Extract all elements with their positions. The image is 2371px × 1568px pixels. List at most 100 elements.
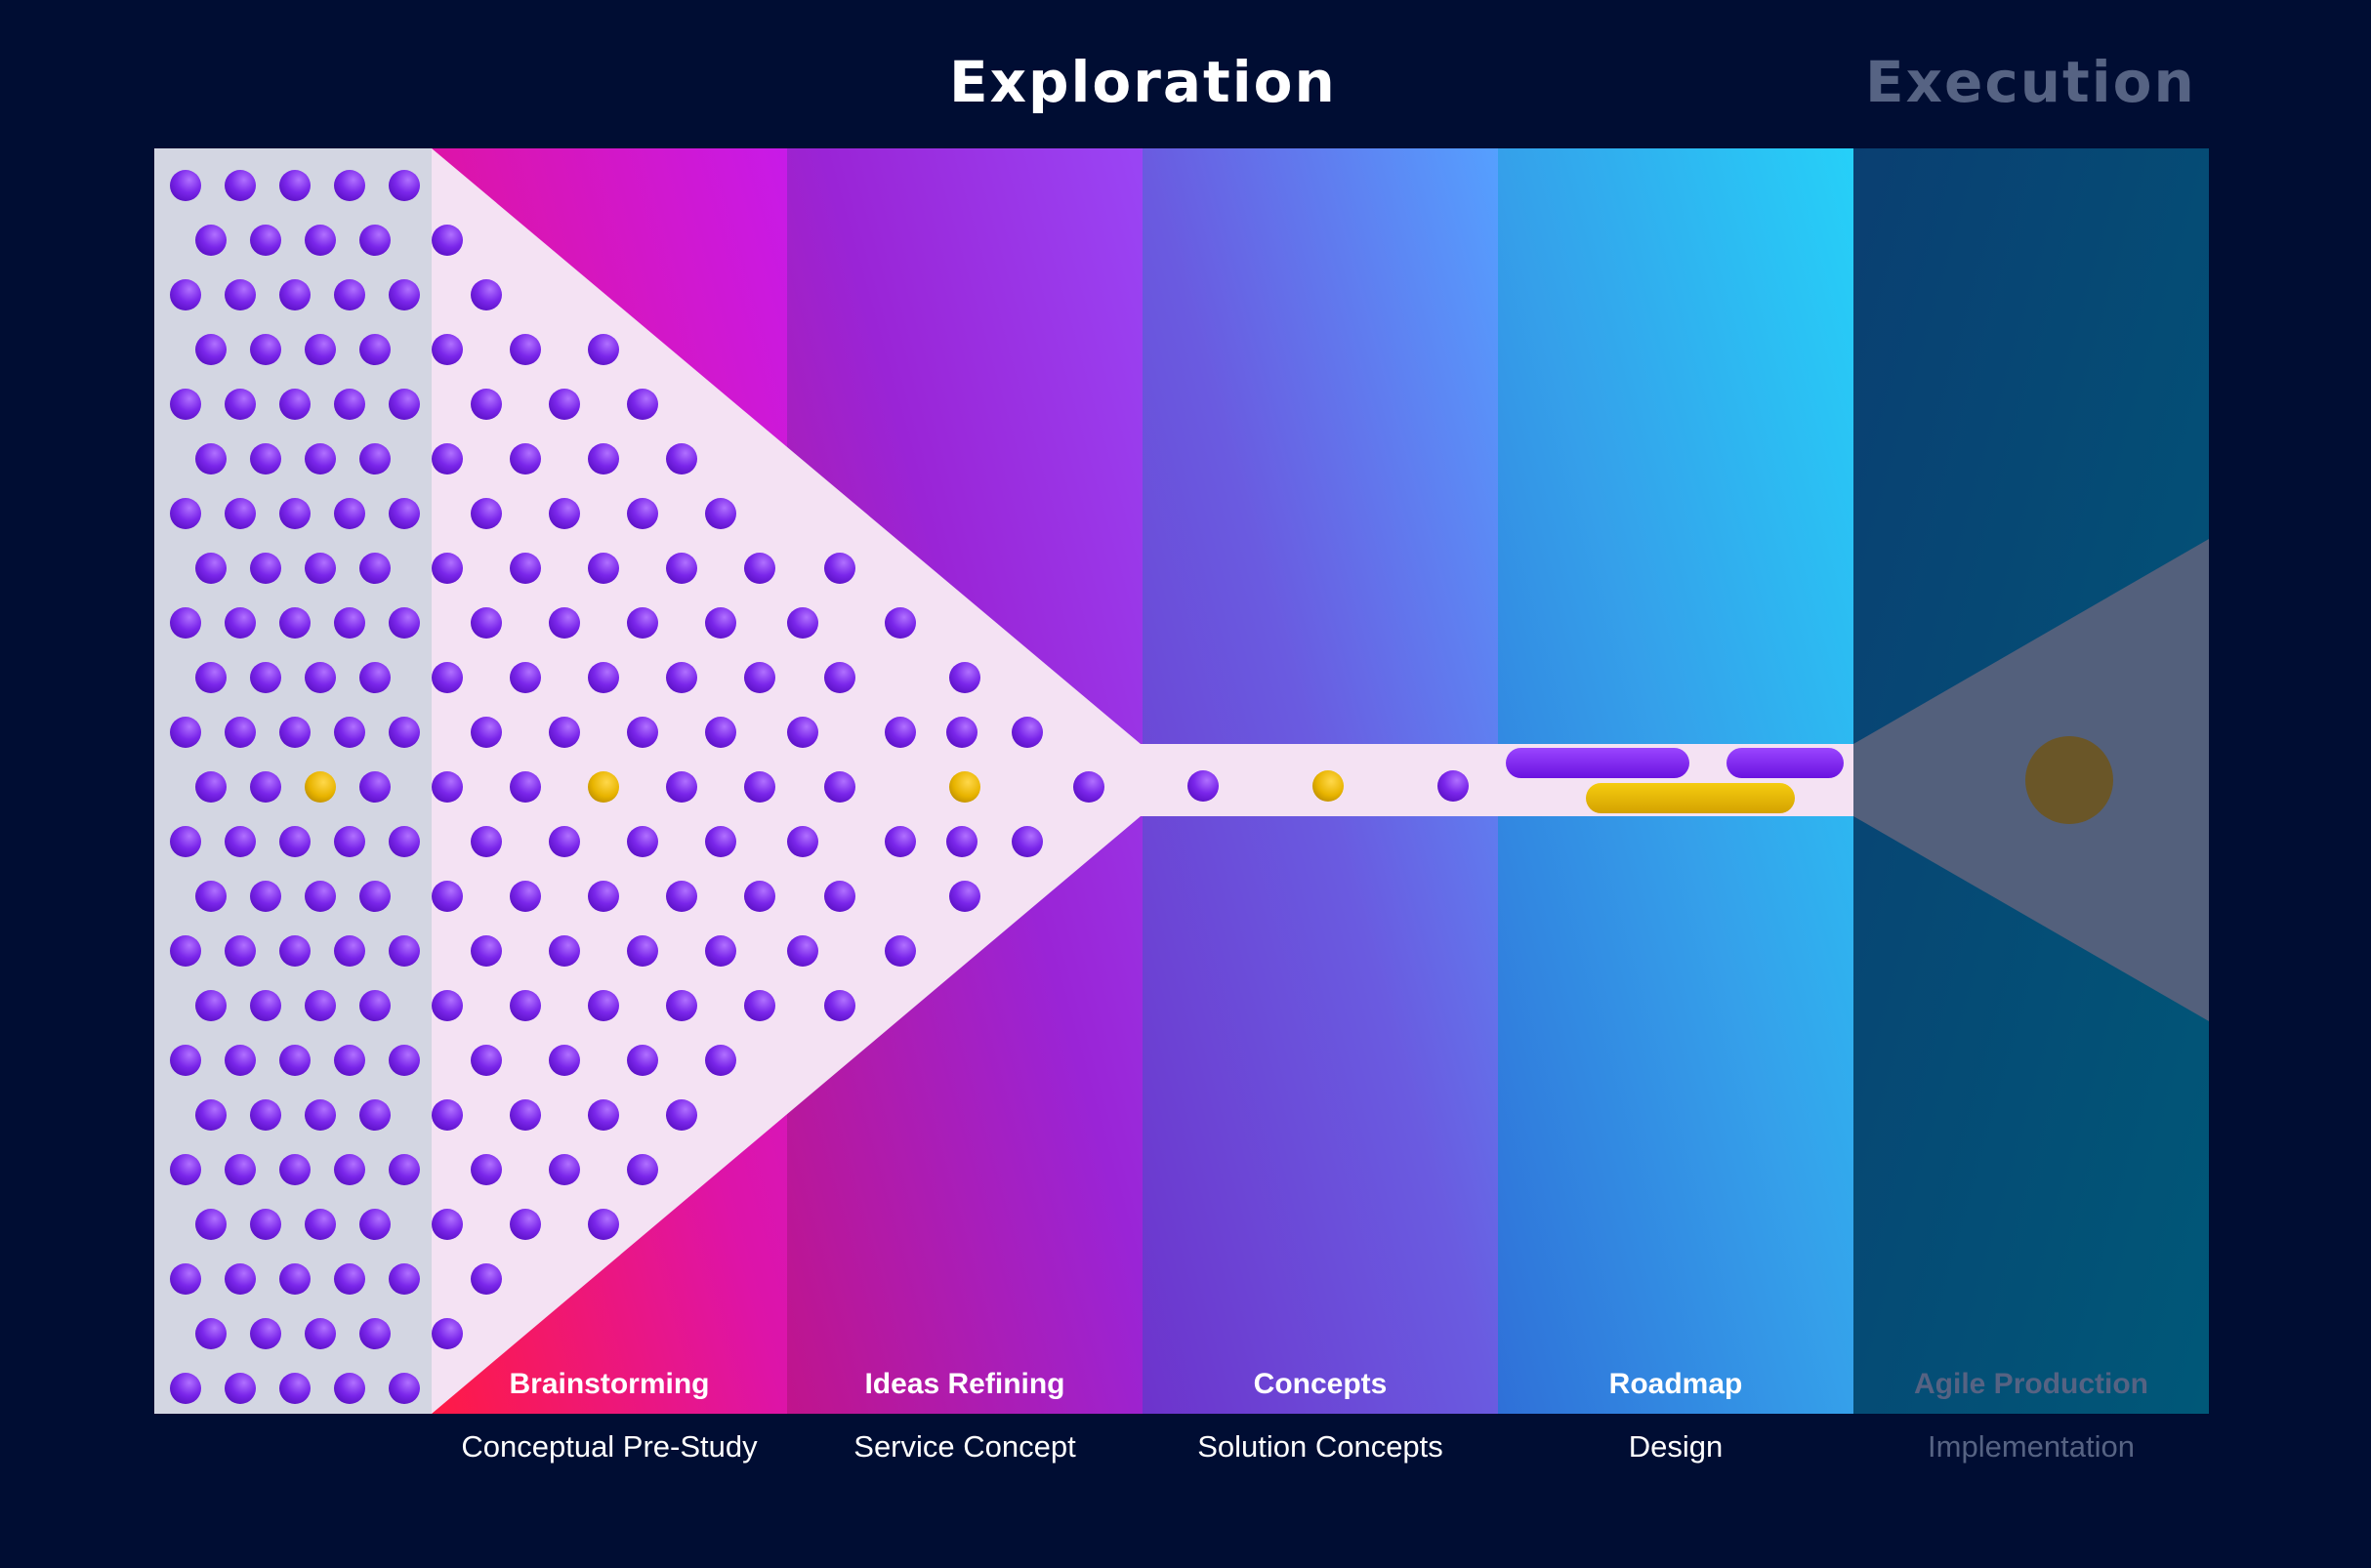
idea-dot xyxy=(787,826,818,857)
idea-dot xyxy=(1012,826,1043,857)
idea-dot xyxy=(250,881,281,912)
idea-dot xyxy=(432,1318,463,1349)
idea-dot xyxy=(744,881,775,912)
idea-dot xyxy=(432,881,463,912)
idea-dot xyxy=(170,1045,201,1076)
idea-dot xyxy=(250,553,281,584)
idea-dot xyxy=(510,1099,541,1131)
idea-dot xyxy=(744,990,775,1021)
idea-dot xyxy=(432,1209,463,1240)
idea-dot xyxy=(787,717,818,748)
idea-dot xyxy=(305,553,336,584)
idea-dot xyxy=(170,826,201,857)
idea-dot xyxy=(588,1209,619,1240)
idea-dot xyxy=(225,717,256,748)
stage-label-brainstorming: Brainstorming xyxy=(509,1368,710,1400)
idea-dot xyxy=(195,334,227,365)
idea-dot xyxy=(279,826,311,857)
idea-dot xyxy=(359,553,391,584)
idea-dot xyxy=(471,935,502,967)
idea-dot xyxy=(627,717,658,748)
idea-dot xyxy=(170,1154,201,1185)
idea-dot xyxy=(588,334,619,365)
idea-dot xyxy=(279,935,311,967)
idea-dot xyxy=(195,662,227,693)
idea-dot xyxy=(744,662,775,693)
idea-dot xyxy=(359,1318,391,1349)
idea-dot xyxy=(279,1263,311,1295)
idea-dot xyxy=(225,1373,256,1404)
stage-label-agile-production: Agile Production xyxy=(1914,1368,2148,1400)
idea-dot xyxy=(250,1209,281,1240)
idea-dot xyxy=(627,1154,658,1185)
idea-dot xyxy=(195,990,227,1021)
idea-dot xyxy=(389,826,420,857)
idea-dot xyxy=(824,553,855,584)
idea-dot xyxy=(666,771,697,803)
idea-dot xyxy=(787,607,818,639)
idea-dot xyxy=(471,498,502,529)
idea-dot xyxy=(250,334,281,365)
idea-dot xyxy=(510,662,541,693)
idea-dot xyxy=(471,1263,502,1295)
idea-dot xyxy=(1437,770,1469,802)
idea-dot xyxy=(334,1373,365,1404)
idea-dot xyxy=(627,826,658,857)
idea-dot xyxy=(195,881,227,912)
idea-dot xyxy=(432,334,463,365)
idea-dot xyxy=(305,225,336,256)
phase-label-design: Design xyxy=(1628,1429,1724,1464)
idea-dot xyxy=(471,717,502,748)
idea-dot xyxy=(170,935,201,967)
idea-dot xyxy=(666,881,697,912)
phase-label-conceptual-pre-study: Conceptual Pre-Study xyxy=(461,1429,758,1464)
idea-dot xyxy=(885,717,916,748)
idea-dots xyxy=(170,170,1469,1404)
idea-dot xyxy=(250,1099,281,1131)
idea-dot xyxy=(195,225,227,256)
idea-dot xyxy=(225,1263,256,1295)
idea-dot xyxy=(359,225,391,256)
idea-dot xyxy=(666,662,697,693)
idea-dot xyxy=(225,607,256,639)
idea-dot xyxy=(305,881,336,912)
idea-dot xyxy=(359,881,391,912)
idea-dot xyxy=(225,279,256,310)
idea-dot xyxy=(389,1045,420,1076)
stage-label-concepts: Concepts xyxy=(1253,1368,1388,1400)
idea-dot xyxy=(824,990,855,1021)
idea-dot xyxy=(225,1045,256,1076)
idea-dot xyxy=(885,607,916,639)
selected-idea-dot xyxy=(588,771,619,803)
idea-dot xyxy=(705,826,736,857)
idea-dot xyxy=(389,1154,420,1185)
idea-dot xyxy=(588,662,619,693)
idea-dot xyxy=(225,1154,256,1185)
idea-dot xyxy=(334,1154,365,1185)
idea-dot xyxy=(389,1263,420,1295)
phase-label-implementation: Implementation xyxy=(1928,1429,2135,1464)
idea-dot xyxy=(471,1154,502,1185)
idea-dot xyxy=(666,553,697,584)
idea-dot xyxy=(170,279,201,310)
idea-dot xyxy=(666,990,697,1021)
idea-dot xyxy=(549,607,580,639)
idea-dot xyxy=(946,826,978,857)
stage-label-roadmap: Roadmap xyxy=(1608,1368,1743,1400)
idea-dot xyxy=(279,717,311,748)
idea-dot xyxy=(549,1154,580,1185)
idea-dot xyxy=(705,607,736,639)
idea-dot xyxy=(250,443,281,475)
idea-dot xyxy=(170,170,201,201)
idea-dot xyxy=(195,1318,227,1349)
idea-dot xyxy=(225,389,256,420)
idea-dot xyxy=(471,279,502,310)
idea-dot xyxy=(305,1099,336,1131)
idea-dot xyxy=(705,1045,736,1076)
idea-dot xyxy=(279,170,311,201)
idea-dot xyxy=(627,498,658,529)
idea-dot xyxy=(195,443,227,475)
funnel-shape xyxy=(432,148,1853,1414)
final-product-dot xyxy=(2025,736,2113,824)
idea-dot xyxy=(250,1318,281,1349)
